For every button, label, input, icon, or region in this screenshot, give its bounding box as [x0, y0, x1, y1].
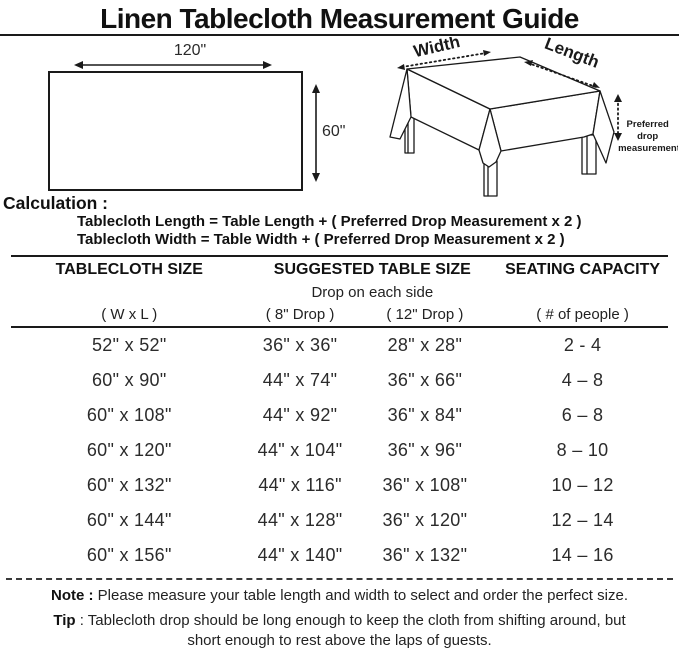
cell-12in-drop: 28" x 28"	[387, 335, 463, 355]
cell-8in-drop: 44" x 92"	[262, 405, 338, 425]
cell-seating: 12 – 14	[551, 510, 614, 530]
subheader-12in-drop: ( 12" Drop )	[352, 302, 498, 328]
cell-seating: 2 - 4	[563, 335, 602, 355]
cell-8in-drop: 44" x 104"	[257, 440, 343, 460]
table-row: 52" x 52" 36" x 36" 28" x 28" 2 - 4	[11, 327, 668, 363]
col-header-suggested-table-size: SUGGESTED TABLE SIZE	[273, 261, 471, 278]
width-formula: Tablecloth Width = Table Width + ( Prefe…	[77, 231, 565, 248]
col-header-seating-capacity: SEATING CAPACITY	[505, 261, 661, 278]
cell-seating: 8 – 10	[556, 440, 609, 460]
table-illustration: Width Length Preferred drop measurement	[389, 37, 678, 197]
cell-8in-drop: 44" x 128"	[257, 510, 343, 530]
diagrams-section: 120" 60"	[0, 36, 679, 255]
cell-seating: 4 – 8	[561, 370, 604, 390]
cell-8in-drop: 36" x 36"	[262, 335, 338, 355]
header-row-sub: ( W x L ) ( 8" Drop ) ( 12" Drop ) ( # o…	[11, 302, 668, 328]
header-row-drop-note: Drop on each side	[11, 283, 668, 302]
table-row: 60" x 132" 44" x 116" 36" x 108" 10 – 12	[11, 468, 668, 503]
width-dimension-label: 120"	[173, 42, 207, 59]
length-label: Length	[542, 37, 602, 72]
calculation-heading: Calculation :	[3, 193, 109, 213]
cell-seating: 10 – 12	[551, 475, 614, 495]
table-row: 60" x 156" 44" x 140" 36" x 132" 14 – 16	[11, 538, 668, 573]
length-formula: Tablecloth Length = Table Length + ( Pre…	[77, 213, 582, 230]
cell-tablecloth-size: 60" x 144"	[86, 510, 172, 530]
width-measure-arrow	[401, 52, 487, 68]
cell-tablecloth-size: 60" x 108"	[86, 405, 172, 425]
col-header-tablecloth-size: TABLECLOTH SIZE	[55, 261, 203, 278]
table-row: 60" x 144" 44" x 128" 36" x 120" 12 – 14	[11, 503, 668, 538]
tablecloth-rectangle-diagram	[48, 71, 303, 191]
table-row: 60" x 108" 44" x 92" 36" x 84" 6 – 8	[11, 398, 668, 433]
cell-seating: 6 – 8	[561, 405, 604, 425]
height-dimension-label: 60"	[322, 123, 346, 140]
cell-8in-drop: 44" x 140"	[257, 545, 343, 565]
cell-tablecloth-size: 60" x 90"	[91, 370, 167, 390]
cell-8in-drop: 44" x 74"	[262, 370, 338, 390]
vertical-dimension-arrow	[312, 84, 320, 182]
size-chart-table: TABLECLOTH SIZE SUGGESTED TABLE SIZE SEA…	[11, 255, 668, 573]
cell-12in-drop: 36" x 66"	[387, 370, 463, 390]
note-text: Note : Please measure your table length …	[51, 587, 628, 604]
subheader-8in-drop: ( 8" Drop )	[247, 302, 353, 328]
subheader-people: ( # of people )	[497, 302, 668, 328]
page-title: Linen Tablecloth Measurement Guide	[100, 3, 579, 34]
tablecloth-sketch	[389, 56, 615, 168]
cell-8in-drop: 44" x 116"	[258, 475, 342, 495]
horizontal-dimension-arrow	[74, 61, 272, 69]
drop-on-each-side-label: Drop on each side	[311, 284, 434, 301]
cell-tablecloth-size: 60" x 120"	[86, 440, 172, 460]
cell-tablecloth-size: 52" x 52"	[91, 335, 167, 355]
dashed-divider	[6, 578, 673, 580]
subheader-wxl: ( W x L )	[11, 302, 248, 328]
tip-text: Tip : Tablecloth drop should be long eno…	[53, 612, 626, 649]
cell-12in-drop: 36" x 108"	[382, 475, 468, 495]
tip-label: Tip	[53, 612, 76, 629]
title-divider	[0, 34, 679, 36]
cell-tablecloth-size: 60" x 156"	[86, 545, 172, 565]
note-label: Note :	[51, 587, 94, 604]
cell-seating: 14 – 16	[551, 545, 614, 565]
cell-tablecloth-size: 60" x 132"	[86, 475, 172, 495]
table-row: 60" x 120" 44" x 104" 36" x 96" 8 – 10	[11, 433, 668, 468]
table-row: 60" x 90" 44" x 74" 36" x 66" 4 – 8	[11, 363, 668, 398]
table-legs	[404, 112, 597, 197]
header-row-main: TABLECLOTH SIZE SUGGESTED TABLE SIZE SEA…	[11, 256, 668, 283]
cell-12in-drop: 36" x 84"	[387, 405, 463, 425]
cell-12in-drop: 36" x 132"	[382, 545, 468, 565]
cell-12in-drop: 36" x 96"	[387, 440, 463, 460]
cell-12in-drop: 36" x 120"	[382, 510, 468, 530]
drop-measurement-label: Preferred drop measurement	[618, 119, 678, 154]
